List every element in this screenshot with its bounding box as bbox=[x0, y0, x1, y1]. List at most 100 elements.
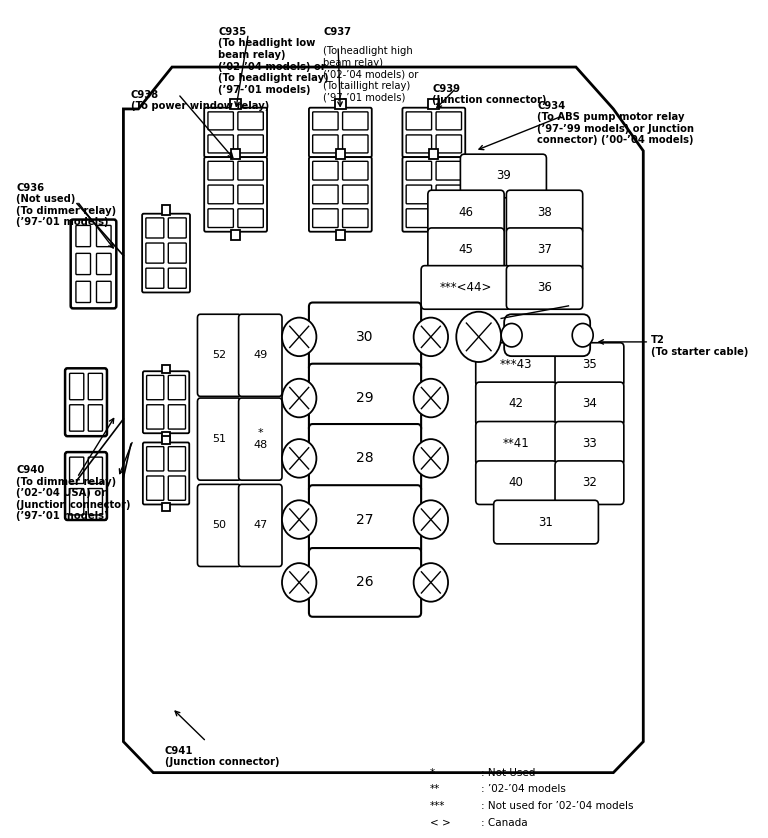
FancyBboxPatch shape bbox=[147, 375, 164, 400]
Text: 47: 47 bbox=[253, 520, 267, 530]
Text: C934
(To ABS pump motor relay
(’97-’99 models) or Junction
connector) (’00-’04 m: C934 (To ABS pump motor relay (’97-’99 m… bbox=[537, 101, 694, 145]
Circle shape bbox=[282, 318, 316, 356]
Bar bbox=[429, 99, 439, 109]
Text: 50: 50 bbox=[212, 520, 226, 530]
FancyBboxPatch shape bbox=[208, 185, 233, 204]
FancyBboxPatch shape bbox=[436, 112, 462, 130]
FancyBboxPatch shape bbox=[76, 282, 91, 303]
FancyBboxPatch shape bbox=[65, 453, 107, 520]
Text: ***: *** bbox=[430, 801, 445, 811]
FancyBboxPatch shape bbox=[65, 369, 107, 436]
FancyBboxPatch shape bbox=[406, 135, 432, 153]
FancyBboxPatch shape bbox=[309, 548, 421, 617]
FancyBboxPatch shape bbox=[146, 243, 164, 263]
FancyBboxPatch shape bbox=[343, 209, 368, 228]
Text: 34: 34 bbox=[582, 397, 597, 411]
FancyBboxPatch shape bbox=[460, 154, 546, 198]
FancyBboxPatch shape bbox=[475, 461, 557, 504]
Text: *: * bbox=[430, 768, 435, 778]
FancyBboxPatch shape bbox=[168, 243, 187, 263]
Text: T2
(To starter cable): T2 (To starter cable) bbox=[650, 335, 748, 357]
FancyBboxPatch shape bbox=[238, 209, 263, 228]
Circle shape bbox=[414, 563, 448, 602]
FancyBboxPatch shape bbox=[142, 214, 190, 292]
Text: 36: 36 bbox=[537, 281, 552, 294]
FancyBboxPatch shape bbox=[168, 476, 186, 500]
Text: 32: 32 bbox=[582, 476, 597, 489]
FancyBboxPatch shape bbox=[402, 108, 465, 158]
Text: 30: 30 bbox=[356, 330, 374, 344]
FancyBboxPatch shape bbox=[428, 190, 504, 234]
FancyBboxPatch shape bbox=[343, 135, 368, 153]
Bar bbox=[231, 230, 240, 240]
FancyBboxPatch shape bbox=[504, 314, 590, 356]
Text: 52: 52 bbox=[212, 350, 227, 360]
FancyBboxPatch shape bbox=[309, 485, 421, 554]
FancyBboxPatch shape bbox=[168, 405, 186, 429]
FancyBboxPatch shape bbox=[147, 476, 164, 500]
Text: C938
(To power window relay): C938 (To power window relay) bbox=[131, 90, 269, 111]
FancyBboxPatch shape bbox=[88, 458, 102, 484]
Bar bbox=[429, 149, 439, 159]
Circle shape bbox=[282, 563, 316, 602]
FancyBboxPatch shape bbox=[168, 375, 186, 400]
FancyBboxPatch shape bbox=[309, 424, 421, 493]
FancyBboxPatch shape bbox=[309, 364, 421, 432]
FancyBboxPatch shape bbox=[421, 266, 511, 309]
FancyBboxPatch shape bbox=[238, 161, 263, 180]
FancyBboxPatch shape bbox=[494, 500, 598, 544]
Text: 33: 33 bbox=[582, 437, 597, 450]
FancyBboxPatch shape bbox=[343, 112, 368, 130]
FancyBboxPatch shape bbox=[313, 209, 338, 228]
FancyBboxPatch shape bbox=[88, 405, 102, 431]
Text: ***<44>: ***<44> bbox=[440, 281, 492, 294]
Text: 37: 37 bbox=[537, 243, 552, 256]
FancyBboxPatch shape bbox=[475, 382, 557, 426]
FancyBboxPatch shape bbox=[506, 228, 583, 272]
Circle shape bbox=[282, 379, 316, 417]
FancyBboxPatch shape bbox=[239, 398, 282, 480]
Text: 46: 46 bbox=[458, 205, 474, 219]
FancyBboxPatch shape bbox=[168, 447, 186, 471]
FancyBboxPatch shape bbox=[309, 158, 372, 231]
Bar bbox=[162, 432, 170, 440]
Text: 42: 42 bbox=[508, 397, 524, 411]
Circle shape bbox=[456, 312, 502, 362]
FancyBboxPatch shape bbox=[436, 161, 462, 180]
FancyBboxPatch shape bbox=[197, 314, 241, 396]
Text: 27: 27 bbox=[356, 513, 374, 526]
FancyBboxPatch shape bbox=[506, 266, 583, 309]
FancyBboxPatch shape bbox=[147, 405, 164, 429]
FancyBboxPatch shape bbox=[239, 314, 282, 396]
FancyBboxPatch shape bbox=[436, 185, 462, 204]
FancyBboxPatch shape bbox=[555, 461, 624, 504]
FancyBboxPatch shape bbox=[88, 374, 102, 400]
FancyBboxPatch shape bbox=[70, 374, 84, 400]
Text: C937: C937 bbox=[323, 27, 351, 37]
FancyBboxPatch shape bbox=[406, 112, 432, 130]
FancyBboxPatch shape bbox=[197, 398, 241, 480]
FancyBboxPatch shape bbox=[436, 209, 462, 228]
FancyBboxPatch shape bbox=[555, 343, 624, 386]
Polygon shape bbox=[124, 67, 644, 773]
FancyBboxPatch shape bbox=[309, 108, 372, 158]
FancyBboxPatch shape bbox=[143, 371, 189, 433]
Circle shape bbox=[572, 323, 593, 347]
FancyBboxPatch shape bbox=[208, 161, 233, 180]
Text: *
48: * 48 bbox=[253, 428, 267, 450]
FancyBboxPatch shape bbox=[555, 382, 624, 426]
FancyBboxPatch shape bbox=[97, 225, 111, 246]
Text: < >: < > bbox=[430, 818, 451, 828]
FancyBboxPatch shape bbox=[204, 158, 267, 231]
FancyBboxPatch shape bbox=[475, 343, 557, 386]
FancyBboxPatch shape bbox=[208, 112, 233, 130]
Bar bbox=[429, 230, 439, 240]
Text: : Not Used: : Not Used bbox=[481, 768, 535, 778]
FancyBboxPatch shape bbox=[343, 161, 368, 180]
FancyBboxPatch shape bbox=[146, 218, 164, 238]
FancyBboxPatch shape bbox=[313, 185, 338, 204]
Bar bbox=[162, 205, 170, 215]
Text: 39: 39 bbox=[496, 169, 511, 183]
Text: : ’02-’04 models: : ’02-’04 models bbox=[481, 784, 566, 794]
FancyBboxPatch shape bbox=[146, 268, 164, 288]
